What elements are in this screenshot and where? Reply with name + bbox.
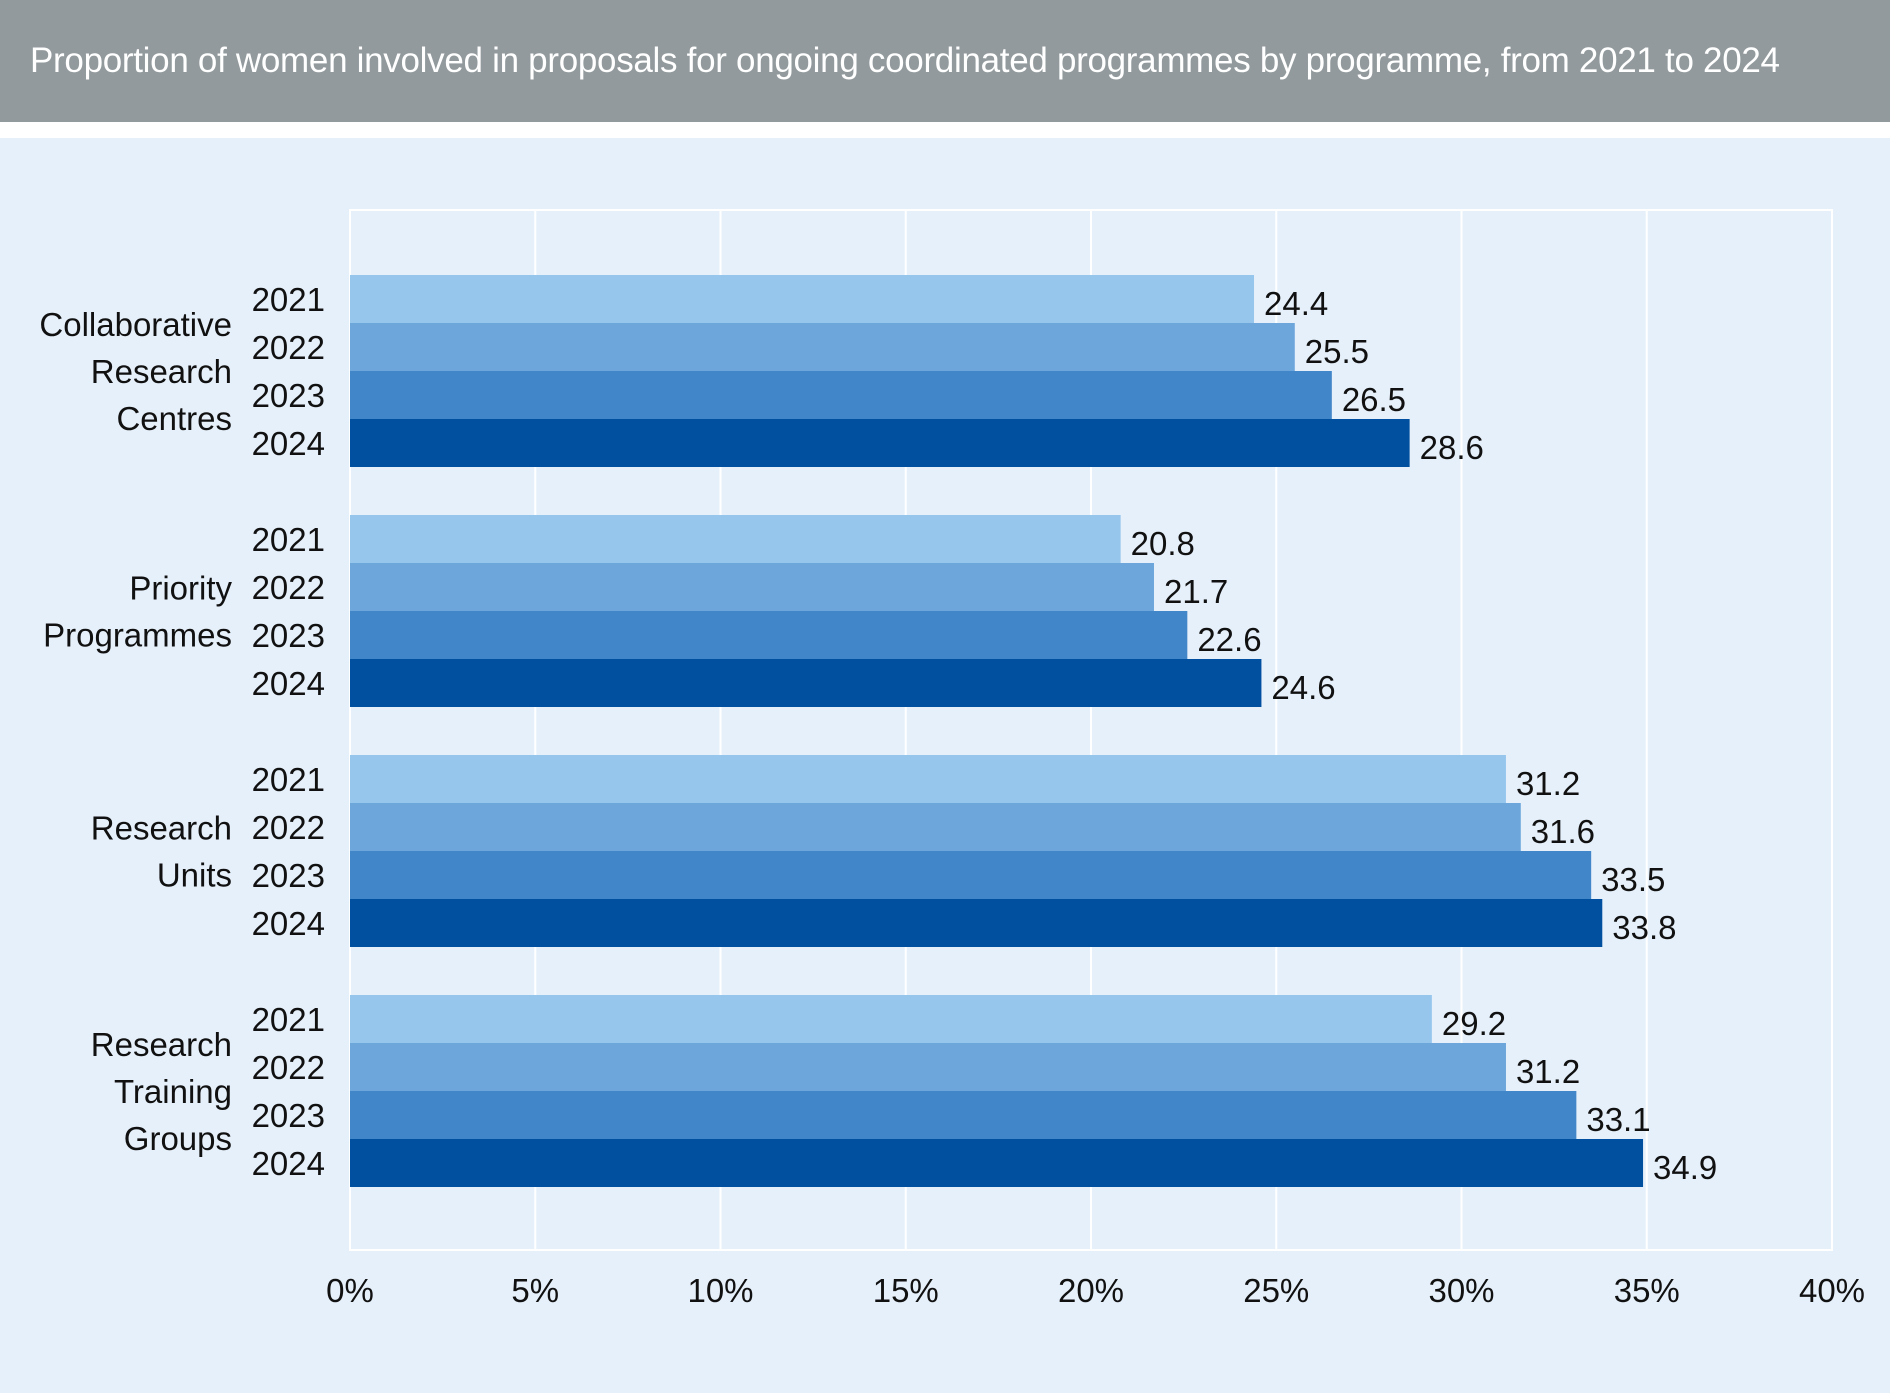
header-separator bbox=[0, 122, 1890, 138]
x-tick-label: 25% bbox=[1243, 1272, 1309, 1309]
category-label: Collaborative bbox=[39, 306, 232, 343]
x-tick-label: 35% bbox=[1614, 1272, 1680, 1309]
series-year-label: 2021 bbox=[252, 1001, 325, 1038]
series-year-label: 2023 bbox=[252, 617, 325, 654]
category-label: Programmes bbox=[43, 617, 232, 654]
x-tick-label: 0% bbox=[326, 1272, 374, 1309]
bar bbox=[350, 1091, 1577, 1139]
chart-title: Proportion of women involved in proposal… bbox=[30, 41, 1780, 80]
data-label: 20.8 bbox=[1131, 525, 1195, 562]
data-label: 31.6 bbox=[1531, 813, 1595, 850]
bar bbox=[350, 1043, 1506, 1091]
series-year-label: 2022 bbox=[252, 569, 325, 606]
data-label: 31.2 bbox=[1516, 765, 1580, 802]
bar bbox=[350, 995, 1432, 1043]
x-tick-label: 5% bbox=[511, 1272, 559, 1309]
bar bbox=[350, 899, 1603, 947]
bar bbox=[350, 323, 1295, 371]
category-label: Priority bbox=[129, 570, 232, 607]
data-label: 34.9 bbox=[1653, 1149, 1717, 1186]
data-label: 26.5 bbox=[1342, 381, 1406, 418]
category-label: Research bbox=[91, 810, 232, 847]
series-year-label: 2022 bbox=[252, 1049, 325, 1086]
bar bbox=[350, 515, 1121, 563]
data-label: 24.4 bbox=[1264, 285, 1328, 322]
bar bbox=[350, 275, 1255, 323]
data-label: 25.5 bbox=[1305, 333, 1369, 370]
x-tick-label: 10% bbox=[687, 1272, 753, 1309]
data-label: 31.2 bbox=[1516, 1053, 1580, 1090]
x-tick-label: 40% bbox=[1799, 1272, 1865, 1309]
data-label: 21.7 bbox=[1164, 573, 1228, 610]
data-label: 22.6 bbox=[1197, 621, 1261, 658]
x-tick-label: 20% bbox=[1058, 1272, 1124, 1309]
data-label: 33.5 bbox=[1601, 861, 1665, 898]
bar bbox=[350, 563, 1154, 611]
bar bbox=[350, 803, 1521, 851]
category-label: Groups bbox=[124, 1120, 232, 1157]
bar bbox=[350, 611, 1188, 659]
series-year-label: 2024 bbox=[252, 665, 325, 702]
bar bbox=[350, 755, 1506, 803]
bar bbox=[350, 1139, 1644, 1187]
series-year-label: 2023 bbox=[252, 1097, 325, 1134]
data-label: 29.2 bbox=[1442, 1005, 1506, 1042]
category-label: Units bbox=[157, 857, 232, 894]
series-year-label: 2024 bbox=[252, 905, 325, 942]
series-year-label: 2021 bbox=[252, 521, 325, 558]
series-year-label: 2021 bbox=[252, 761, 325, 798]
chart-header: Proportion of women involved in proposal… bbox=[0, 0, 1890, 122]
data-label: 33.1 bbox=[1586, 1101, 1650, 1138]
x-tick-label: 30% bbox=[1428, 1272, 1494, 1309]
series-year-label: 2023 bbox=[252, 857, 325, 894]
bar bbox=[350, 419, 1410, 467]
category-label: Centres bbox=[116, 400, 232, 437]
category-label: Research bbox=[91, 353, 232, 390]
series-year-label: 2024 bbox=[252, 425, 325, 462]
series-year-label: 2021 bbox=[252, 281, 325, 318]
data-label: 33.8 bbox=[1612, 909, 1676, 946]
series-year-label: 2022 bbox=[252, 809, 325, 846]
series-year-label: 2024 bbox=[252, 1145, 325, 1182]
bar bbox=[350, 659, 1262, 707]
data-label: 28.6 bbox=[1420, 429, 1484, 466]
bar bbox=[350, 851, 1592, 899]
series-year-label: 2023 bbox=[252, 377, 325, 414]
x-tick-label: 15% bbox=[873, 1272, 939, 1309]
bar bbox=[350, 371, 1332, 419]
category-label: Research bbox=[91, 1026, 232, 1063]
data-label: 24.6 bbox=[1271, 669, 1335, 706]
category-label: Training bbox=[114, 1073, 232, 1110]
series-year-label: 2022 bbox=[252, 329, 325, 366]
